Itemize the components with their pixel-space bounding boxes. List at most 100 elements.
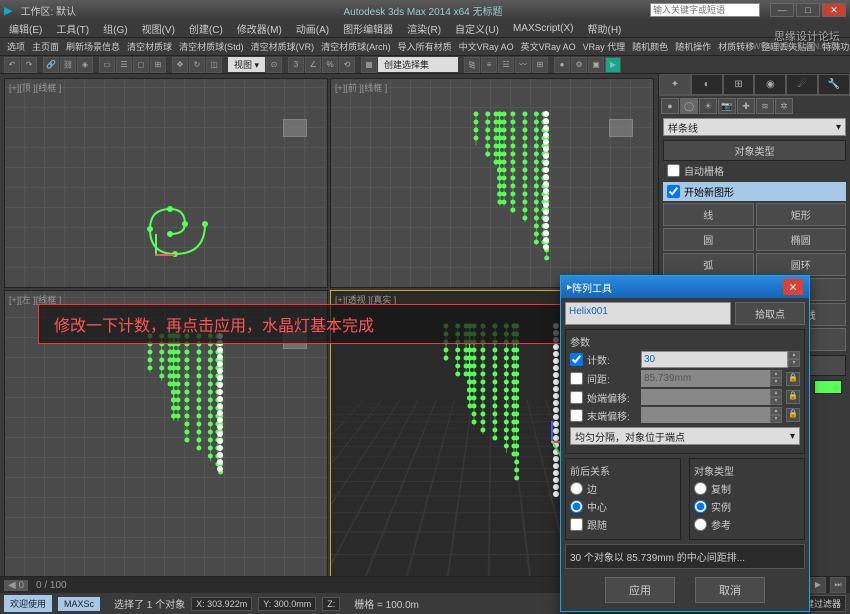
spacing-check[interactable] [570, 372, 583, 385]
shapes-subtab[interactable]: ◯ [680, 98, 698, 114]
color-swatch[interactable] [814, 380, 842, 394]
cameras-subtab[interactable]: 📷 [718, 98, 736, 114]
cancel-button[interactable]: 取消 [695, 577, 765, 603]
named-sel-button[interactable]: ▦ [361, 57, 377, 73]
toolbar-text-button[interactable]: 材质转移 [715, 40, 757, 53]
toolbar-text-button[interactable]: 随机操作 [672, 40, 714, 53]
menu-item[interactable]: 工具(T) [51, 21, 94, 36]
start-new-check[interactable] [667, 185, 680, 198]
render-frame-button[interactable]: ▣ [588, 57, 604, 73]
minimize-button[interactable]: — [770, 3, 794, 17]
shape-button[interactable]: 圆 [663, 228, 754, 251]
object-type-header[interactable]: 对象类型 [663, 140, 846, 161]
pivot-button[interactable]: ⊙ [266, 57, 282, 73]
toolbar-text-button[interactable]: 清空材质球(VR) [248, 40, 318, 53]
geometry-subtab[interactable]: ● [661, 98, 679, 114]
search-input[interactable] [650, 3, 760, 17]
select-rect-button[interactable]: ◻ [133, 57, 149, 73]
menu-item[interactable]: 图形编辑器 [338, 21, 398, 36]
toolbar-text-button[interactable]: 选项 [4, 40, 28, 53]
count-up[interactable]: ▴ [788, 351, 800, 359]
menu-item[interactable]: 视图(V) [137, 21, 180, 36]
scale-button[interactable]: ◫ [206, 57, 222, 73]
utilities-tab[interactable]: 🔧 [818, 74, 850, 95]
toolbar-text-button[interactable]: 清空材质球(Arch) [318, 40, 394, 53]
count-check[interactable] [570, 353, 583, 366]
play-end[interactable]: ⏭ [830, 577, 846, 593]
menu-item[interactable]: 编辑(E) [4, 21, 47, 36]
render-setup-button[interactable]: ⚙ [571, 57, 587, 73]
spinner-snap-button[interactable]: ⟲ [339, 57, 355, 73]
toolbar-text-button[interactable]: 中文VRay AO [456, 40, 517, 53]
end-offset-check[interactable] [570, 409, 583, 422]
menu-item[interactable]: 渲染(R) [402, 21, 446, 36]
edge-radio[interactable] [570, 482, 583, 495]
link-button[interactable]: 🔗 [43, 57, 59, 73]
follow-check[interactable] [570, 518, 583, 531]
bind-button[interactable]: ◈ [77, 57, 93, 73]
material-button[interactable]: ● [554, 57, 570, 73]
viewport-front[interactable]: [+][前 ][线框 ] [330, 78, 654, 288]
start-offset-check[interactable] [570, 391, 583, 404]
motion-tab[interactable]: ◉ [754, 74, 786, 95]
mirror-button[interactable]: ⧎ [464, 57, 480, 73]
menu-item[interactable]: 动画(A) [291, 21, 334, 36]
copy-radio[interactable] [694, 482, 707, 495]
play-next[interactable]: ▶ [810, 577, 826, 593]
lock-icon[interactable]: 🔒 [786, 372, 800, 386]
context-dropdown[interactable]: 均匀分隔，对象位于端点▾ [570, 427, 800, 445]
lights-subtab[interactable]: ☀ [699, 98, 717, 114]
unlink-button[interactable]: ⛓ [60, 57, 76, 73]
undo-button[interactable]: ↶ [4, 57, 20, 73]
toolbar-text-button[interactable]: 主页面 [29, 40, 62, 53]
instance-radio[interactable] [694, 500, 707, 513]
move-button[interactable]: ✥ [172, 57, 188, 73]
shape-button[interactable]: 线 [663, 203, 754, 226]
align-button[interactable]: ≡ [481, 57, 497, 73]
x-coord[interactable]: X: 303.922m [191, 597, 252, 611]
snap-button[interactable]: 3 [288, 57, 304, 73]
render-button[interactable]: ▶ [605, 57, 621, 73]
ref-coord-dropdown[interactable]: 视图 ▾ [228, 57, 265, 72]
toolbar-text-button[interactable]: 导入所有材质 [395, 40, 455, 53]
spacewarps-subtab[interactable]: ≋ [756, 98, 774, 114]
modify-tab[interactable]: ◐ [691, 74, 723, 95]
close-button[interactable]: ✕ [822, 3, 846, 17]
count-input[interactable]: 30 [641, 351, 788, 368]
viewport-front-label[interactable]: [+][前 ][线框 ] [335, 81, 387, 94]
percent-snap-button[interactable]: % [322, 57, 338, 73]
viewcube-icon[interactable] [283, 119, 307, 137]
pick-points-button[interactable]: 拾取点 [735, 302, 805, 325]
create-tab[interactable]: ✦ [659, 74, 691, 95]
frame-slider[interactable]: ◀ 0 [4, 580, 28, 591]
maximize-button[interactable]: □ [796, 3, 820, 17]
angle-snap-button[interactable]: ∠ [305, 57, 321, 73]
menu-item[interactable]: MAXScript(X) [508, 23, 579, 34]
systems-subtab[interactable]: ✲ [775, 98, 793, 114]
select-button[interactable]: ▭ [99, 57, 115, 73]
count-down[interactable]: ▾ [788, 359, 800, 367]
z-coord[interactable]: Z: [322, 597, 340, 611]
toolbar-text-button[interactable]: 清空材质球(Std) [176, 40, 247, 53]
lock-icon[interactable]: 🔒 [786, 390, 800, 404]
viewport-top[interactable]: [+][顶 ][线框 ] [4, 78, 328, 288]
auto-grid-check[interactable] [667, 164, 680, 177]
schematic-button[interactable]: ⊞ [532, 57, 548, 73]
rotate-button[interactable]: ↻ [189, 57, 205, 73]
layer-button[interactable]: ☱ [498, 57, 514, 73]
lock-icon[interactable]: 🔒 [786, 408, 800, 422]
viewcube-icon[interactable] [609, 119, 633, 137]
toolbar-text-button[interactable]: 刷新场景信息 [63, 40, 123, 53]
select-name-button[interactable]: ☰ [116, 57, 132, 73]
path-name-field[interactable]: Helix001 [565, 302, 731, 325]
toolbar-text-button[interactable]: 英文VRay AO [518, 40, 579, 53]
menu-item[interactable]: 创建(C) [184, 21, 228, 36]
menu-item[interactable]: 帮助(H) [583, 21, 627, 36]
center-radio[interactable] [570, 500, 583, 513]
apply-button[interactable]: 应用 [605, 577, 675, 603]
window-cross-button[interactable]: ⊞ [150, 57, 166, 73]
viewport-top-label[interactable]: [+][顶 ][线框 ] [9, 81, 61, 94]
named-sel-dropdown[interactable]: 创建选择集 [378, 57, 458, 72]
dialog-close-button[interactable]: ✕ [783, 279, 803, 295]
shape-button[interactable]: 椭圆 [756, 228, 847, 251]
